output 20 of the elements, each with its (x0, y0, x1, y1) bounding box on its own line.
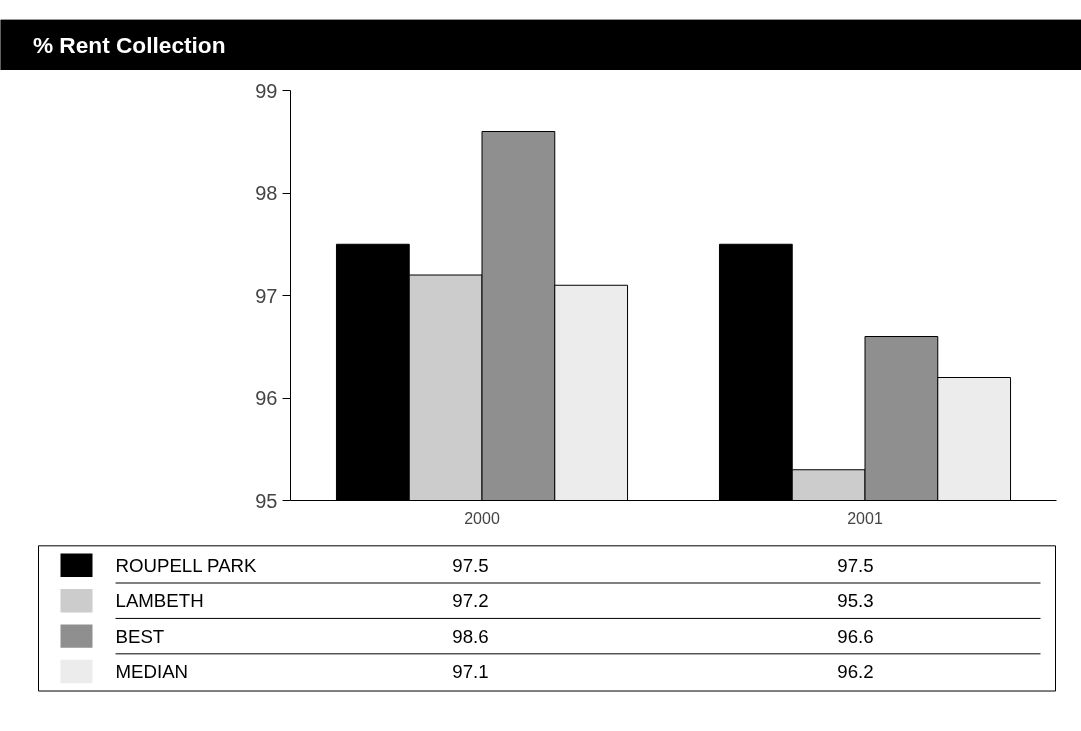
legend-label: LAMBETH (115, 590, 204, 612)
y-tick-label: 97 (255, 284, 278, 307)
x-tick-label: 2000 (464, 509, 500, 527)
chart-title: % Rent Collection (32, 32, 226, 59)
y-tick-label: 95 (255, 489, 278, 512)
legend-label: MEDIAN (115, 661, 189, 683)
data-label: 96.6 (837, 625, 874, 647)
data-label: 96.2 (837, 661, 874, 683)
data-label: 97.5 (452, 554, 489, 576)
legend-label: BEST (115, 625, 165, 647)
x-tick-label: 2001 (847, 509, 883, 527)
data-label: 98.6 (452, 625, 489, 647)
y-tick-label: 96 (255, 387, 278, 409)
data-label: 97.2 (452, 590, 489, 612)
legend-label: ROUPELL PARK (115, 554, 258, 576)
data-label: 95.3 (837, 590, 874, 612)
data-label: 97.5 (837, 554, 874, 576)
data-label: 97.1 (452, 661, 489, 683)
y-tick-label: 99 (255, 79, 278, 102)
y-tick-label: 98 (255, 182, 278, 204)
